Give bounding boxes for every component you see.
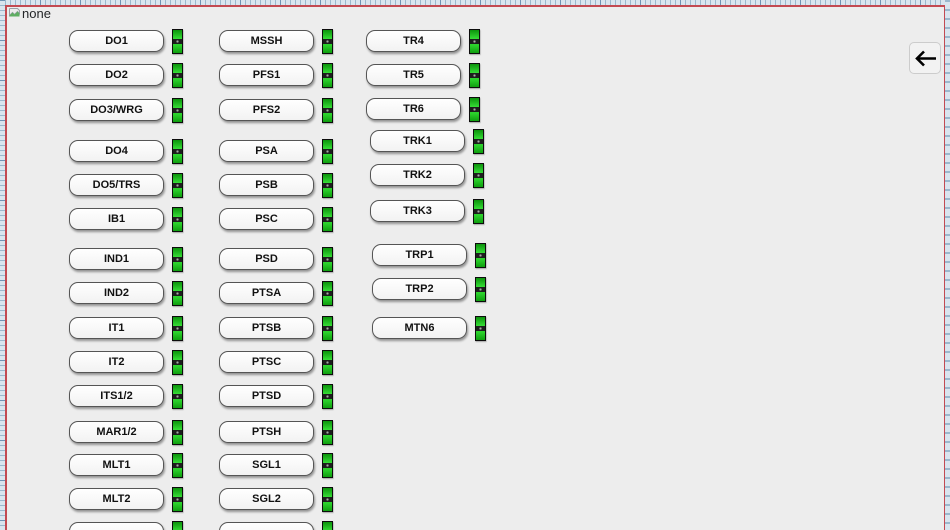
led-indicator[interactable]: [172, 207, 183, 232]
led-indicator[interactable]: [322, 384, 333, 409]
led-indicator[interactable]: [322, 350, 333, 375]
panel-button-sgl2[interactable]: SGL2: [219, 488, 314, 510]
panel-button-ptsc[interactable]: PTSC: [219, 351, 314, 373]
led-indicator[interactable]: [172, 63, 183, 88]
led-indicator[interactable]: [469, 29, 480, 54]
panel-button-ib1[interactable]: IB1: [69, 208, 164, 230]
ruler-right: [945, 0, 950, 530]
panel-button-trp1[interactable]: TRP1: [372, 244, 467, 266]
led-indicator[interactable]: [172, 173, 183, 198]
led-indicator[interactable]: [473, 129, 484, 154]
panel-button-its1-2[interactable]: ITS1/2: [69, 385, 164, 407]
led-indicator[interactable]: [172, 384, 183, 409]
led-indicator[interactable]: [473, 199, 484, 224]
led-indicator[interactable]: [172, 139, 183, 164]
led-indicator[interactable]: [469, 97, 480, 122]
panel-button-pfs2[interactable]: PFS2: [219, 99, 314, 121]
led-indicator[interactable]: [322, 29, 333, 54]
panel-button-ptsb[interactable]: PTSB: [219, 317, 314, 339]
panel-button-pfs1[interactable]: PFS1: [219, 64, 314, 86]
panel-button-trk2[interactable]: TRK2: [370, 164, 465, 186]
led-indicator[interactable]: [172, 420, 183, 445]
panel-button-partial[interactable]: [219, 522, 314, 530]
led-indicator[interactable]: [322, 98, 333, 123]
led-indicator[interactable]: [322, 247, 333, 272]
panel-button-trk1[interactable]: TRK1: [370, 130, 465, 152]
panel-button-it2[interactable]: IT2: [69, 351, 164, 373]
led-indicator[interactable]: [322, 173, 333, 198]
back-button[interactable]: [909, 42, 941, 74]
led-indicator[interactable]: [322, 487, 333, 512]
panel-button-psd[interactable]: PSD: [219, 248, 314, 270]
led-indicator[interactable]: [172, 281, 183, 306]
panel-button-ind2[interactable]: IND2: [69, 282, 164, 304]
led-indicator[interactable]: [322, 139, 333, 164]
panel-button-do1[interactable]: DO1: [69, 30, 164, 52]
panel-button-do4[interactable]: DO4: [69, 140, 164, 162]
panel-button-ind1[interactable]: IND1: [69, 248, 164, 270]
led-indicator[interactable]: [172, 487, 183, 512]
panel-button-trp2[interactable]: TRP2: [372, 278, 467, 300]
broken-image-icon: [8, 7, 21, 20]
ruler-top: [0, 0, 950, 5]
panel-button-mlt1[interactable]: MLT1: [69, 454, 164, 476]
led-indicator[interactable]: [172, 29, 183, 54]
led-indicator[interactable]: [469, 63, 480, 88]
led-indicator[interactable]: [322, 207, 333, 232]
panel-button-mlt2[interactable]: MLT2: [69, 488, 164, 510]
panel-button-tr4[interactable]: TR4: [366, 30, 461, 52]
led-indicator[interactable]: [322, 281, 333, 306]
panel-button-mssh[interactable]: MSSH: [219, 30, 314, 52]
panel-button-do2[interactable]: DO2: [69, 64, 164, 86]
led-indicator[interactable]: [172, 350, 183, 375]
led-indicator[interactable]: [475, 243, 486, 268]
panel-button-ptsh[interactable]: PTSH: [219, 421, 314, 443]
panel-button-ptsa[interactable]: PTSA: [219, 282, 314, 304]
ruler-left: [0, 0, 5, 530]
led-indicator[interactable]: [172, 247, 183, 272]
led-indicator[interactable]: [172, 453, 183, 478]
panel-button-psc[interactable]: PSC: [219, 208, 314, 230]
panel-button-it1[interactable]: IT1: [69, 317, 164, 339]
panel-button-tr6[interactable]: TR6: [366, 98, 461, 120]
led-indicator[interactable]: [322, 63, 333, 88]
panel-button-psa[interactable]: PSA: [219, 140, 314, 162]
led-indicator[interactable]: [475, 316, 486, 341]
panel-button-do5-trs[interactable]: DO5/TRS: [69, 174, 164, 196]
led-indicator[interactable]: [475, 277, 486, 302]
led-indicator[interactable]: [322, 453, 333, 478]
panel-button-do3-wrg[interactable]: DO3/WRG: [69, 99, 164, 121]
panel-button-ptsd[interactable]: PTSD: [219, 385, 314, 407]
placeholder-label: none: [22, 6, 51, 21]
led-indicator[interactable]: [322, 420, 333, 445]
led-indicator[interactable]: [172, 521, 183, 530]
panel-button-tr5[interactable]: TR5: [366, 64, 461, 86]
led-indicator[interactable]: [473, 163, 484, 188]
led-indicator[interactable]: [172, 316, 183, 341]
led-indicator[interactable]: [322, 316, 333, 341]
panel-button-sgl1[interactable]: SGL1: [219, 454, 314, 476]
panel-button-psb[interactable]: PSB: [219, 174, 314, 196]
panel-button-trk3[interactable]: TRK3: [370, 200, 465, 222]
left-arrow-icon: [914, 50, 937, 67]
led-indicator[interactable]: [172, 98, 183, 123]
panel-button-mar1-2[interactable]: MAR1/2: [69, 421, 164, 443]
led-indicator[interactable]: [322, 521, 333, 530]
panel-button-partial[interactable]: [69, 522, 164, 530]
panel-button-mtn6[interactable]: MTN6: [372, 317, 467, 339]
broken-image-placeholder: none: [8, 6, 51, 21]
